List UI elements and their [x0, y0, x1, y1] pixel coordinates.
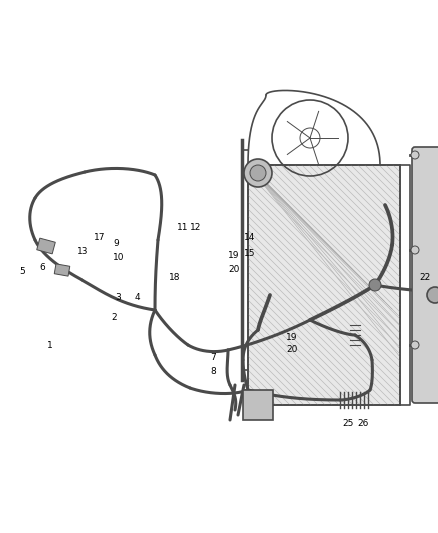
Text: 1: 1	[47, 341, 53, 350]
Text: 8: 8	[210, 367, 216, 376]
Text: 4: 4	[134, 294, 140, 303]
Circle shape	[411, 341, 419, 349]
Text: 22: 22	[419, 273, 431, 282]
Text: 2: 2	[111, 313, 117, 322]
Text: 11: 11	[177, 223, 189, 232]
Circle shape	[411, 246, 419, 254]
Text: 20: 20	[228, 265, 240, 274]
Text: 17: 17	[94, 233, 106, 243]
Text: 9: 9	[113, 238, 119, 247]
Circle shape	[427, 287, 438, 303]
Text: 19: 19	[228, 251, 240, 260]
FancyBboxPatch shape	[412, 147, 438, 403]
Circle shape	[411, 151, 419, 159]
Text: 12: 12	[191, 223, 201, 232]
Bar	[54, 264, 70, 276]
Text: 3: 3	[115, 294, 121, 303]
Text: 13: 13	[77, 246, 89, 255]
Text: 7: 7	[210, 353, 216, 362]
Bar	[248, 165, 400, 405]
Text: 15: 15	[244, 248, 256, 257]
Text: 20: 20	[286, 345, 298, 354]
Text: 5: 5	[19, 266, 25, 276]
Text: 25: 25	[343, 418, 354, 427]
Bar	[243, 390, 273, 420]
Text: 19: 19	[286, 334, 298, 343]
Circle shape	[369, 279, 381, 291]
Text: 18: 18	[169, 273, 181, 282]
Text: 14: 14	[244, 233, 256, 243]
Circle shape	[244, 159, 272, 187]
Text: 6: 6	[39, 263, 45, 272]
Circle shape	[250, 165, 266, 181]
Text: 26: 26	[357, 418, 369, 427]
Bar	[37, 238, 55, 254]
Text: 10: 10	[113, 254, 125, 262]
